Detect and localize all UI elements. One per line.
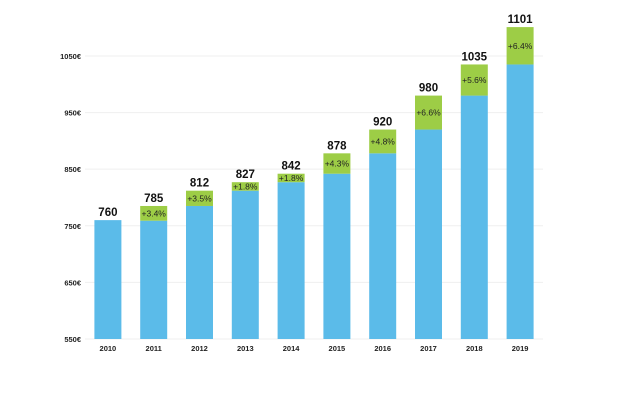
y-tick-label: 550€ [64, 335, 82, 344]
y-tick-label: 750€ [64, 222, 82, 231]
y-tick-label: 950€ [64, 109, 82, 118]
y-tick-label: 1050€ [60, 52, 82, 61]
total-label-2015: 878 [327, 140, 347, 152]
increase-label-2011: +3.4% [142, 208, 167, 218]
bar-base-2018 [460, 95, 488, 339]
y-tick-label: 850€ [64, 165, 82, 174]
x-tick-label-2018: 2018 [466, 344, 483, 353]
bar-increase-2015 [323, 153, 351, 174]
bar-base-2019 [506, 64, 534, 340]
x-tick-label-2012: 2012 [191, 344, 208, 353]
x-axis: 2010 2011 2012 2013 2014 2015 2016 2017 2018 2019 [100, 344, 529, 353]
bar-base-2014 [277, 182, 305, 339]
x-tick-label-2017: 2017 [420, 344, 437, 353]
bar-increase-2012 [186, 190, 213, 206]
bars [94, 27, 534, 340]
x-tick-label-2010: 2010 [100, 344, 117, 353]
bar-increase-2018 [460, 64, 488, 96]
total-label-2011: 785 [144, 193, 164, 205]
x-tick-label-2015: 2015 [329, 344, 346, 353]
total-label-2014: 842 [282, 161, 301, 173]
bar-base-2012 [186, 205, 213, 339]
bar-base-2017 [415, 129, 442, 339]
bar-increase-2013 [231, 182, 259, 191]
bar-increase-2016 [369, 129, 397, 154]
data-labels: 760 +3.4%785 +3.5%812 +1.8%827 +1.8%842 +4.3%… [98, 14, 533, 219]
total-label-2012: 812 [190, 178, 209, 190]
bar-increase-2019 [506, 27, 534, 65]
increase-label-2012: +3.5% [187, 193, 212, 203]
y-axis: 550€ 650€ 750€ 850€ 950€ 1050€ [60, 52, 82, 344]
y-tick-label: 650€ [64, 278, 82, 287]
bar-base-2016 [369, 153, 397, 339]
increase-label-2018: +5.6% [462, 75, 487, 85]
bar-increase-2017 [415, 95, 442, 130]
increase-label-2019: +6.4% [508, 41, 533, 51]
bar-base-2015 [323, 173, 351, 339]
total-label-2019: 1101 [508, 14, 534, 26]
x-tick-label-2011: 2011 [146, 344, 162, 353]
x-tick-label-2019: 2019 [512, 344, 529, 353]
increase-label-2014: +1.8% [279, 173, 304, 183]
increase-label-2017: +6.6% [416, 108, 441, 118]
increase-label-2016: +4.8% [371, 136, 396, 146]
x-tick-label-2014: 2014 [283, 344, 301, 353]
bar-base-2011 [140, 220, 168, 339]
total-label-2017: 980 [419, 83, 438, 95]
total-label-2018: 1035 [462, 51, 488, 63]
total-label-2016: 920 [373, 117, 392, 129]
bar-base-2013 [231, 190, 259, 339]
increase-label-2015: +4.3% [325, 159, 350, 169]
bar-increase-2011 [140, 205, 168, 221]
bar-increase-2014 [277, 173, 305, 183]
total-label-2010: 760 [98, 207, 117, 219]
total-label-2013: 827 [236, 169, 255, 181]
x-tick-label-2013: 2013 [237, 344, 254, 353]
x-tick-label-2016: 2016 [374, 344, 391, 353]
increase-label-2013: +1.8% [233, 181, 258, 191]
bar-base-2010 [94, 220, 122, 339]
